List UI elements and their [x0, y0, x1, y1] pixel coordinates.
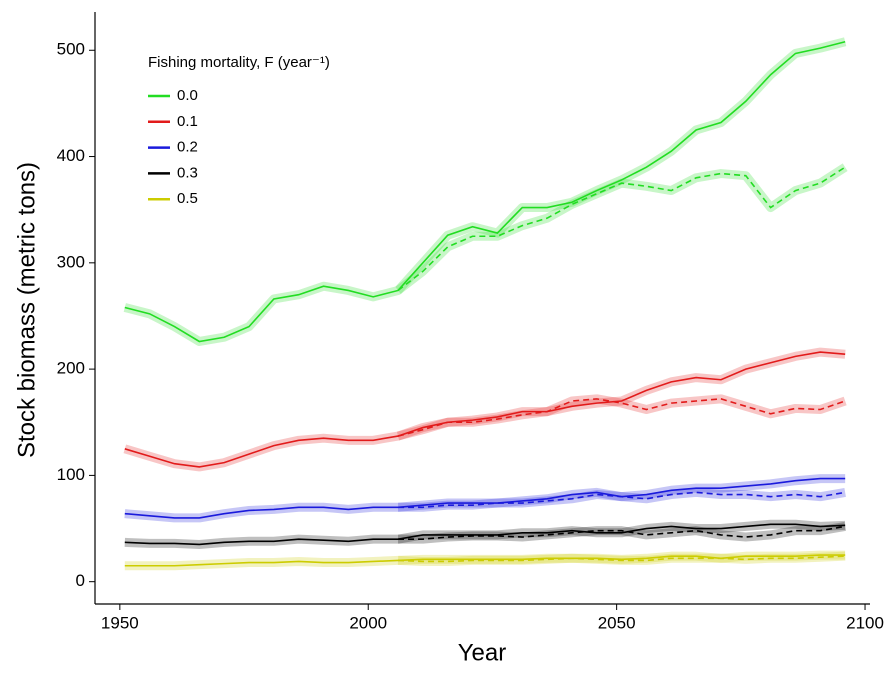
- dashed-line: [398, 555, 846, 563]
- dashed-line: [398, 525, 846, 540]
- line: [124, 351, 846, 468]
- legend-label: 0.0: [177, 87, 198, 104]
- x-tick-label: 2050: [598, 613, 636, 632]
- y-tick-label: 500: [57, 40, 85, 59]
- legend-label: 0.2: [177, 139, 198, 156]
- dashed-line: [397, 166, 846, 292]
- dashed-line: [397, 398, 846, 437]
- line-band: [123, 37, 847, 346]
- y-tick-label: 300: [57, 252, 85, 271]
- legend-label: 0.1: [177, 113, 198, 130]
- line: [124, 554, 846, 567]
- x-tick-label: 2000: [349, 613, 387, 632]
- line: [124, 523, 846, 546]
- x-tick-label: 1950: [101, 613, 139, 632]
- x-tick-label: 2100: [846, 613, 884, 632]
- line: [124, 477, 846, 519]
- legend-label: 0.3: [177, 164, 198, 181]
- line-band: [123, 347, 846, 472]
- line: [124, 40, 846, 343]
- y-tick-label: 100: [57, 465, 85, 484]
- legend-title: Fishing mortality, F (year⁻¹): [148, 54, 330, 71]
- y-tick-label: 0: [76, 571, 85, 590]
- y-tick-label: 200: [57, 359, 85, 378]
- legend-label: 0.5: [177, 190, 198, 207]
- x-axis-title: Year: [458, 639, 507, 666]
- y-axis-title: Stock biomass (metric tons): [13, 162, 40, 458]
- y-tick-label: 400: [57, 146, 85, 165]
- dashed-line: [398, 491, 846, 509]
